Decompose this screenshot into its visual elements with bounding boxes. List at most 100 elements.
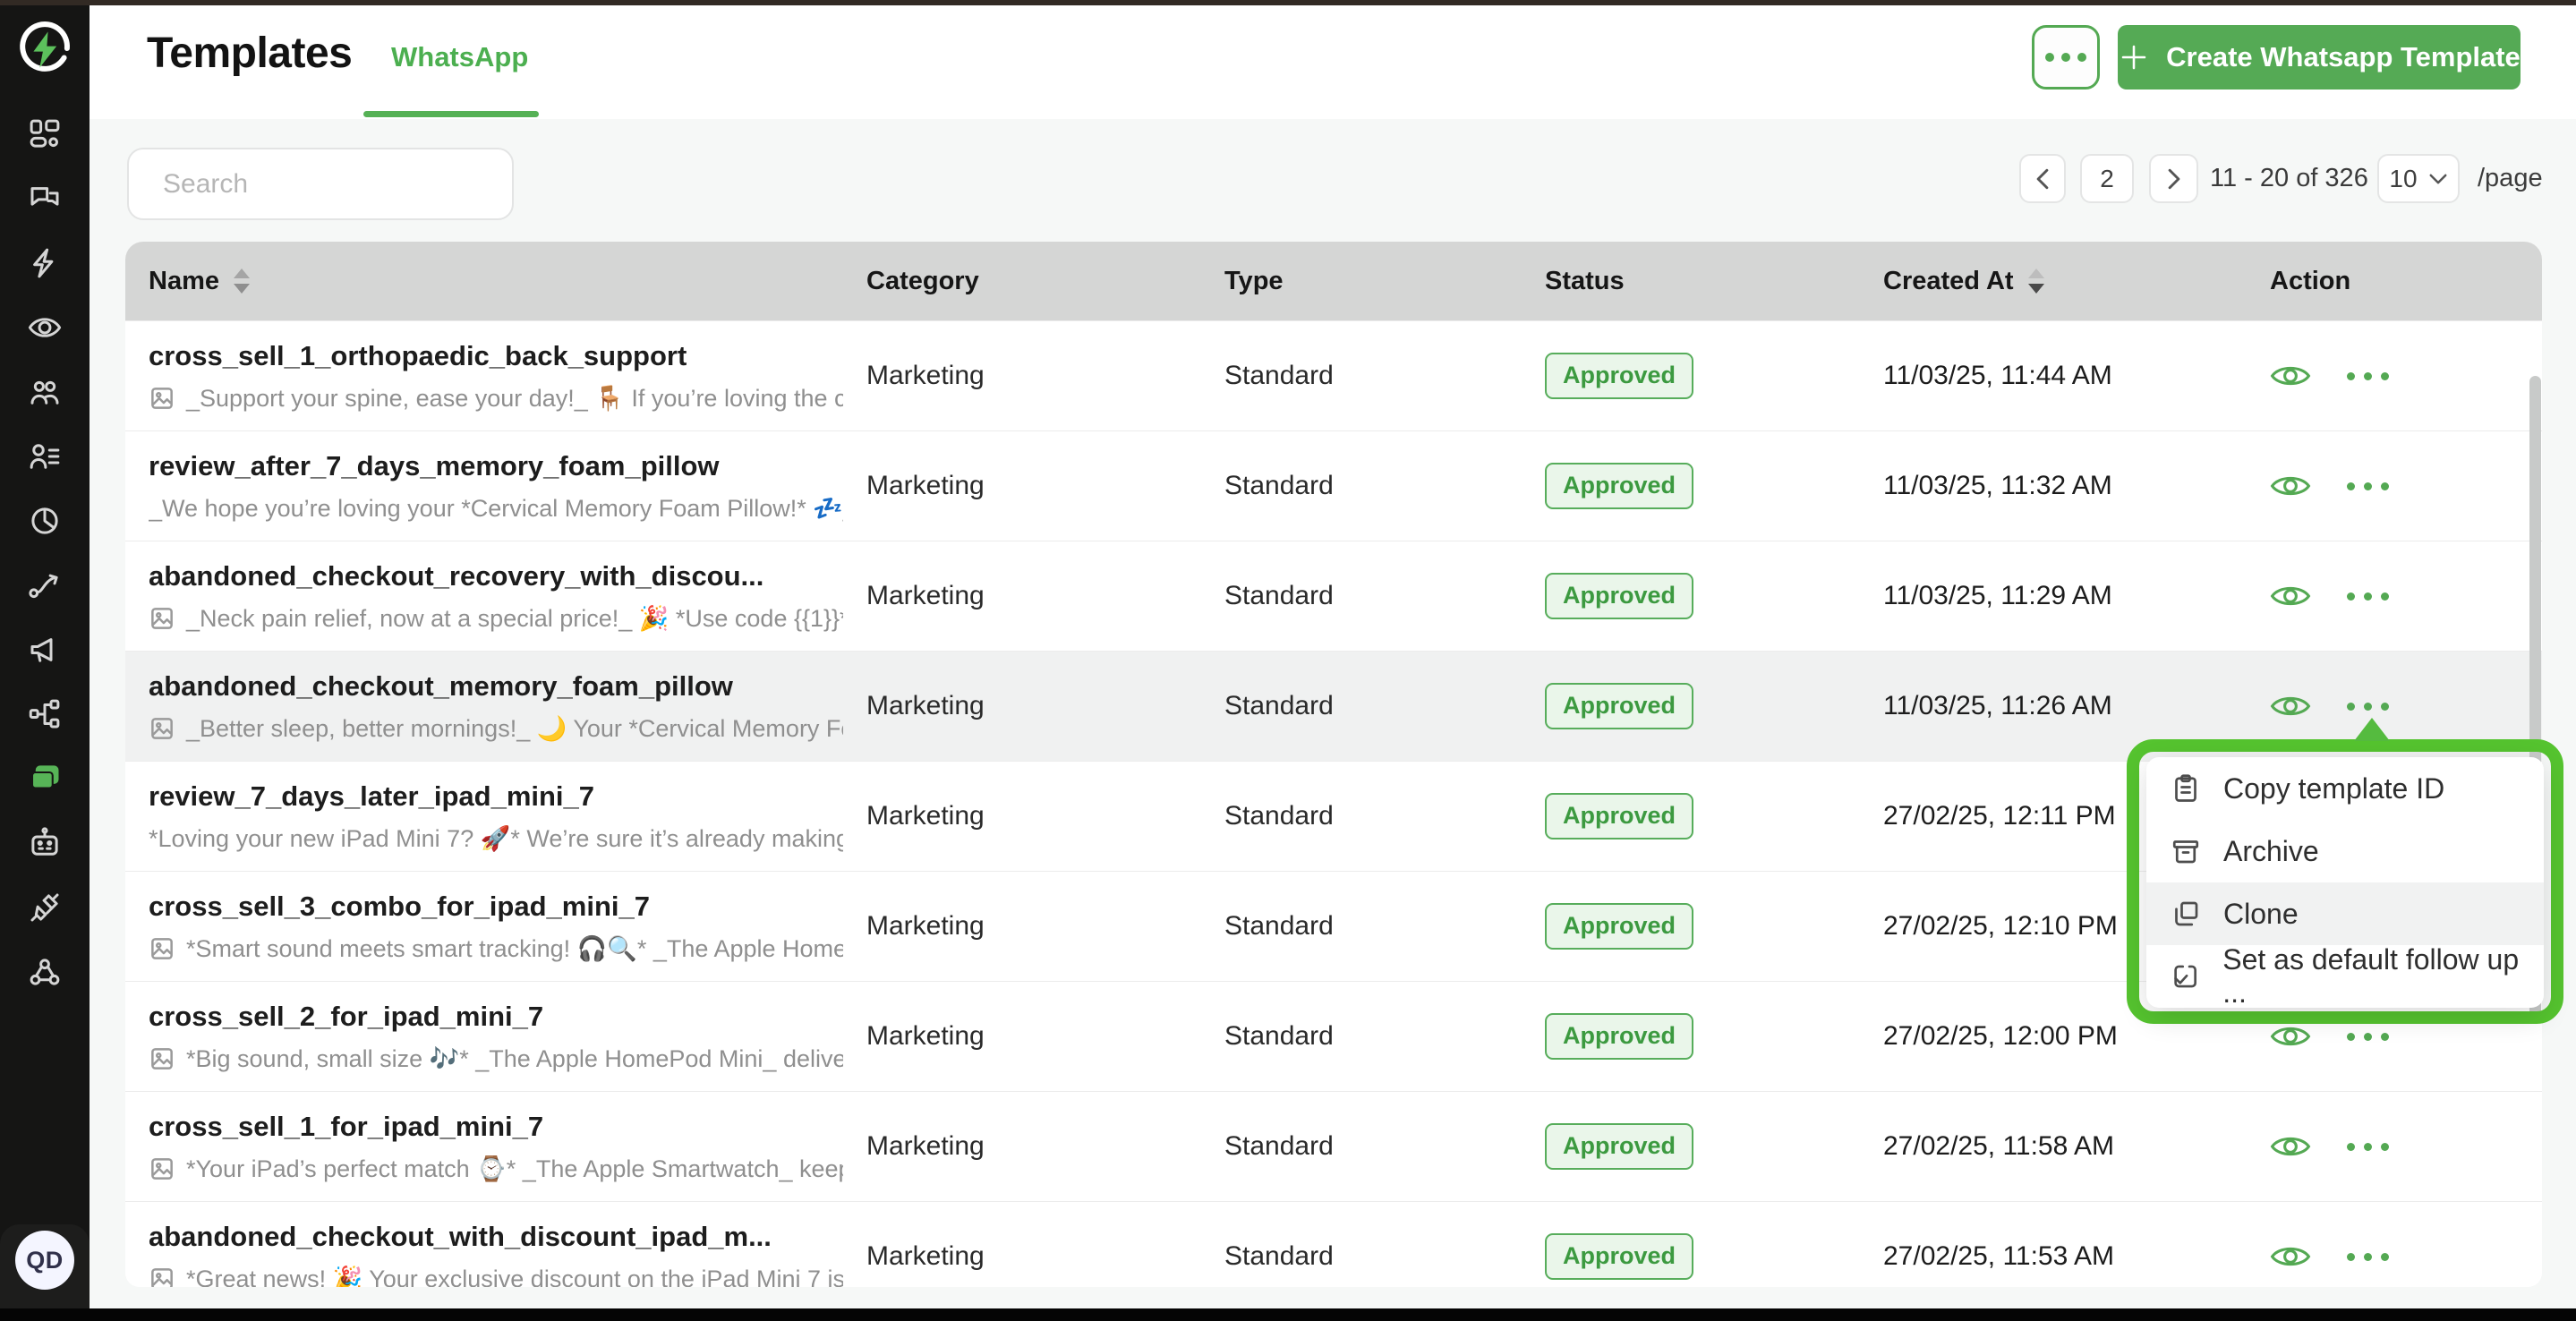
row-more-icon[interactable] — [2347, 1142, 2389, 1151]
templates-folder-icon[interactable] — [25, 759, 64, 798]
template-preview: _Support your spine, ease your day!_ 🪑 I… — [186, 384, 843, 412]
table-row[interactable]: cross_sell_1_orthopaedic_back_support _Su… — [125, 320, 2542, 430]
robot-icon[interactable] — [25, 823, 64, 863]
sort-icon[interactable] — [234, 268, 250, 294]
pagination-current-page[interactable]: 2 — [2080, 154, 2134, 203]
row-more-icon[interactable] — [2347, 1032, 2389, 1041]
type-cell: Standard — [1224, 361, 1334, 390]
search-input[interactable] — [163, 168, 508, 200]
type-cell: Standard — [1224, 471, 1334, 500]
status-badge: Approved — [1545, 683, 1694, 729]
pagination-next-button[interactable] — [2149, 154, 2198, 203]
chat-icon[interactable] — [25, 179, 64, 218]
dashboard-icon[interactable] — [25, 115, 64, 154]
table-row[interactable]: review_7_days_later_ipad_mini_7 *Loving y… — [125, 761, 2542, 871]
status-badge: Approved — [1545, 1013, 1694, 1060]
category-cell: Marketing — [866, 801, 985, 831]
user-avatar[interactable]: QD — [15, 1231, 74, 1290]
template-preview: _Neck pain relief, now at a special pric… — [186, 604, 843, 632]
archive-icon — [2172, 840, 2199, 864]
column-header-category: Category — [866, 266, 979, 295]
bolt-icon[interactable] — [25, 243, 64, 283]
column-header-type: Type — [1224, 266, 1284, 295]
journey-icon[interactable] — [25, 566, 64, 605]
content-area: 2 11 - 20 of 326 10 /page Name Category … — [90, 119, 2576, 1309]
created-at-cell: 11/03/25, 11:26 AM — [1883, 691, 2112, 720]
column-header-name[interactable]: Name — [125, 267, 843, 296]
tab-whatsapp[interactable]: WhatsApp — [391, 41, 529, 72]
more-actions-button[interactable] — [2032, 25, 2100, 89]
template-name[interactable]: abandoned_checkout_recovery_with_discou.… — [149, 559, 764, 592]
column-header-action: Action — [2270, 266, 2351, 295]
status-badge: Approved — [1545, 573, 1694, 619]
app-logo[interactable] — [13, 16, 77, 81]
table-header-row: Name Category Type Status Created At Act… — [125, 242, 2542, 320]
menu-item-copy-template-id[interactable]: Copy template ID — [2146, 757, 2544, 820]
category-cell: Marketing — [866, 581, 985, 610]
chevron-down-icon — [2429, 174, 2447, 183]
page-header: Templates WhatsApp Create Whatsapp Templ… — [90, 5, 2576, 119]
view-icon[interactable] — [2270, 1242, 2311, 1271]
clipboard-icon — [2175, 774, 2196, 802]
menu-item-clone[interactable]: Clone — [2146, 882, 2544, 945]
checkbox-check-icon — [2174, 965, 2196, 988]
template-name[interactable]: cross_sell_3_combo_for_ipad_mini_7 — [149, 890, 650, 922]
category-cell: Marketing — [866, 911, 985, 941]
row-more-icon[interactable] — [2347, 371, 2389, 380]
status-badge: Approved — [1545, 1233, 1694, 1280]
eye-icon[interactable] — [25, 308, 64, 347]
image-icon — [151, 607, 173, 629]
menu-item-set-default-follow-up[interactable]: Set as default follow up ... — [2146, 943, 2544, 1008]
megaphone-icon[interactable] — [25, 630, 64, 669]
create-whatsapp-template-button[interactable]: Create Whatsapp Template — [2118, 25, 2521, 89]
view-icon[interactable] — [2270, 692, 2311, 720]
row-more-icon[interactable] — [2347, 1252, 2389, 1261]
table-row[interactable]: abandoned_checkout_with_discount_ipad_m.… — [125, 1201, 2542, 1287]
created-at-cell: 27/02/25, 11:53 AM — [1883, 1241, 2114, 1271]
view-icon[interactable] — [2270, 1132, 2311, 1161]
donut-chart-icon[interactable] — [25, 501, 64, 541]
category-cell: Marketing — [866, 361, 985, 390]
template-name[interactable]: cross_sell_1_orthopaedic_back_support — [149, 339, 687, 371]
sidebar: QD — [0, 0, 90, 1321]
created-at-cell: 27/02/25, 12:00 PM — [1883, 1021, 2118, 1051]
menu-item-archive[interactable]: Archive — [2146, 820, 2544, 882]
view-icon[interactable] — [2270, 362, 2311, 390]
template-preview: *Great news! 🎉 Your exclusive discount o… — [186, 1265, 843, 1288]
row-more-icon[interactable] — [2347, 482, 2389, 490]
chevron-left-icon — [2036, 168, 2049, 189]
window-top-edge — [0, 0, 2576, 5]
template-name[interactable]: abandoned_checkout_with_discount_ipad_m.… — [149, 1220, 772, 1252]
view-icon[interactable] — [2270, 582, 2311, 610]
tab-active-underline — [363, 111, 539, 117]
type-cell: Standard — [1224, 911, 1334, 941]
template-name[interactable]: review_7_days_later_ipad_mini_7 — [149, 780, 595, 812]
row-more-icon-open[interactable] — [2347, 702, 2389, 711]
view-icon[interactable] — [2270, 472, 2311, 500]
users-icon[interactable] — [25, 372, 64, 412]
template-name[interactable]: review_after_7_days_memory_foam_pillow — [149, 449, 720, 482]
plug-icon[interactable] — [25, 888, 64, 927]
category-cell: Marketing — [866, 1021, 985, 1051]
type-cell: Standard — [1224, 581, 1334, 610]
view-icon[interactable] — [2270, 1022, 2311, 1051]
created-at-cell: 11/03/25, 11:32 AM — [1883, 471, 2112, 500]
template-name[interactable]: abandoned_checkout_memory_foam_pillow — [149, 669, 733, 702]
table-row[interactable]: abandoned_checkout_recovery_with_discou.… — [125, 541, 2542, 651]
template-name[interactable]: cross_sell_1_for_ipad_mini_7 — [149, 1110, 544, 1142]
table-row[interactable]: cross_sell_3_combo_for_ipad_mini_7 *Smart… — [125, 871, 2542, 981]
contact-list-icon[interactable] — [25, 437, 64, 476]
webhook-icon[interactable] — [25, 952, 64, 992]
column-header-created-at[interactable]: Created At — [1860, 267, 2247, 296]
table-row[interactable]: review_after_7_days_memory_foam_pillow _W… — [125, 430, 2542, 541]
flow-tree-icon[interactable] — [25, 695, 64, 734]
category-cell: Marketing — [866, 471, 985, 500]
pagination-prev-button[interactable] — [2019, 154, 2066, 203]
table-row[interactable]: cross_sell_1_for_ipad_mini_7 *Your iPad’s… — [125, 1091, 2542, 1201]
template-name[interactable]: cross_sell_2_for_ipad_mini_7 — [149, 1000, 544, 1032]
plus-icon — [2121, 45, 2146, 70]
row-more-icon[interactable] — [2347, 592, 2389, 601]
page-size-select[interactable]: 10 — [2377, 154, 2460, 203]
template-preview: *Loving your new iPad Mini 7? 🚀* We’re s… — [149, 824, 843, 852]
sort-icon-active-desc[interactable] — [2027, 268, 2044, 294]
